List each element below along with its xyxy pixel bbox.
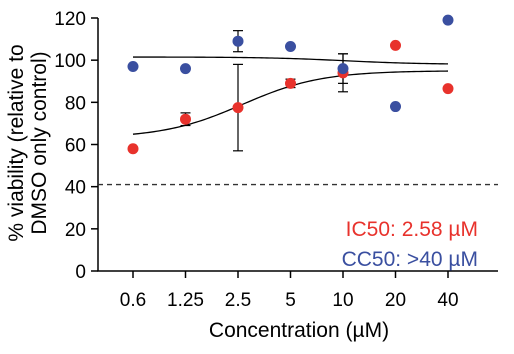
- ic50-data-point: [442, 83, 454, 95]
- x-tick-label: 0.6: [120, 290, 146, 311]
- y-tick-labels: 0 20 40 60 80 100 120: [54, 9, 86, 283]
- y-tick-label: 80: [65, 93, 86, 114]
- ic50-data-point: [285, 77, 296, 89]
- data-points: [127, 14, 454, 155]
- ic50-data-point: [390, 39, 401, 51]
- cc50-data-point: [337, 63, 349, 75]
- x-tick-label: 20: [385, 290, 406, 311]
- cc50-data-point: [442, 14, 454, 26]
- y-tick-label: 120: [54, 9, 86, 30]
- y-tick-label: 100: [54, 51, 86, 72]
- x-tick-label: 40: [437, 290, 458, 311]
- x-tick-label: 2.5: [225, 290, 251, 311]
- cc50-data-point: [180, 63, 191, 75]
- cc50-data-point: [390, 101, 401, 113]
- ic50-data-point: [232, 102, 244, 114]
- axes: [91, 17, 498, 278]
- x-tick-labels: 0.6 1.25 2.5 5 10 20 40: [120, 290, 459, 311]
- y-tick-label: 40: [65, 178, 86, 199]
- fit-curve-cc50: [133, 56, 449, 65]
- cc50-data-point: [127, 60, 139, 72]
- ic50-data-point: [180, 113, 191, 125]
- y-tick-label: 0: [75, 262, 86, 283]
- ic50-data-point: [127, 143, 139, 155]
- x-axis-title: Concentration (µM): [209, 319, 389, 342]
- cc50-data-point: [285, 40, 296, 52]
- x-tick-label: 1.25: [167, 290, 204, 311]
- y-tick-label: 60: [65, 136, 86, 157]
- cc50-annotation: CC50: >40 µM: [342, 248, 478, 271]
- y-tick-label: 20: [65, 220, 86, 241]
- y-axis-title-line-1: % viability (relative to: [5, 44, 28, 241]
- x-tick-label: 5: [285, 290, 296, 311]
- x-tick-label: 10: [332, 290, 353, 311]
- cc50-data-point: [232, 35, 244, 47]
- error-bars: [180, 30, 348, 152]
- y-axis-title-line-2: DMSO only control): [28, 51, 51, 234]
- ic50-annotation: IC50: 2.58 µM: [346, 218, 478, 241]
